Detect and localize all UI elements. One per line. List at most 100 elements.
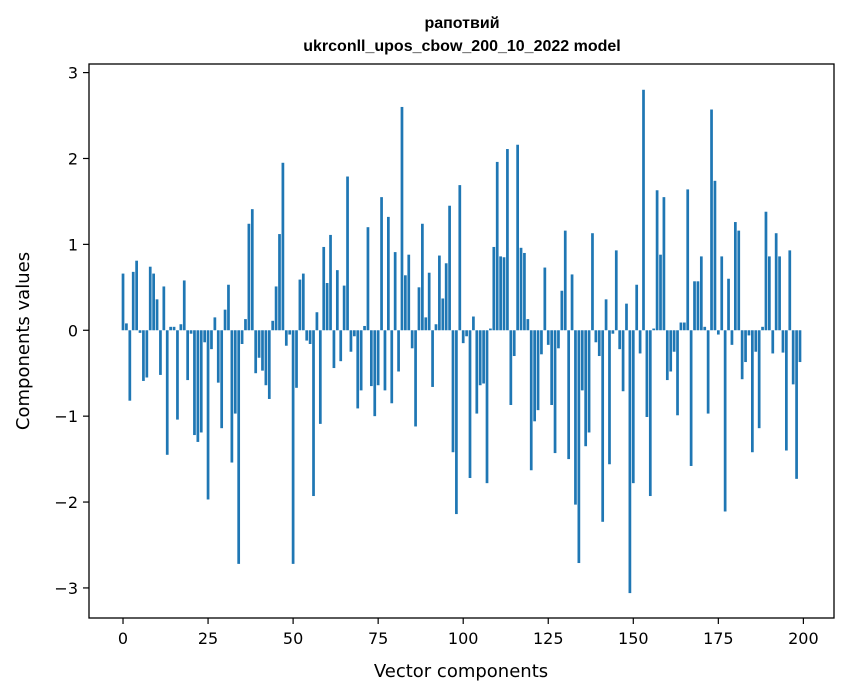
bar (523, 252, 526, 331)
bar (295, 330, 298, 388)
bar (631, 330, 635, 484)
bar (274, 286, 278, 331)
bar (642, 89, 645, 331)
bar (621, 330, 625, 392)
bar (247, 223, 251, 331)
y-tick-label: −1 (54, 407, 78, 426)
bar (594, 330, 598, 343)
bar (376, 330, 380, 386)
bar (159, 330, 162, 375)
bar (179, 324, 183, 331)
bar (461, 330, 465, 344)
bar (546, 330, 550, 345)
bar (543, 267, 547, 331)
bar (516, 144, 519, 331)
bar (142, 330, 145, 381)
bar (468, 330, 472, 478)
bar (778, 256, 781, 331)
bar (795, 330, 798, 479)
chart-subtitle: ukrconll_upos_cbow_200_10_2022 model (303, 38, 620, 55)
bar (298, 279, 302, 331)
bar (764, 211, 768, 331)
bar (359, 330, 363, 391)
bar (448, 205, 451, 331)
bar (655, 190, 659, 331)
bar (244, 319, 247, 331)
bar (189, 330, 193, 334)
x-tick-label: 175 (703, 629, 734, 648)
bar (608, 330, 611, 465)
bar (230, 330, 234, 463)
bar (686, 189, 690, 331)
bar (733, 222, 737, 331)
bar (761, 326, 764, 331)
bar (727, 278, 730, 331)
bar (723, 330, 727, 512)
bar (172, 326, 176, 331)
bar (128, 330, 132, 401)
bar (601, 330, 605, 522)
bar (744, 330, 747, 363)
bar (574, 330, 577, 505)
bar (162, 286, 166, 331)
bar (472, 316, 475, 331)
bar (737, 230, 741, 331)
x-axis-ticks: 0 25 50 75 100 125 150 175 200 (118, 618, 819, 648)
bar (220, 330, 224, 429)
bar (465, 330, 468, 337)
bar (570, 274, 574, 331)
bar (363, 325, 366, 331)
bar (495, 161, 499, 331)
bar (682, 322, 686, 331)
bar (424, 317, 428, 331)
bar (233, 330, 237, 414)
bar (305, 330, 309, 341)
bar (390, 330, 394, 404)
y-tick-label: 2 (68, 149, 78, 168)
bar (584, 330, 588, 447)
bar (597, 330, 601, 357)
bar (540, 330, 543, 355)
bar (665, 330, 669, 381)
y-axis-label: Components values (13, 252, 34, 430)
x-tick-label: 25 (198, 629, 218, 648)
bar (679, 322, 683, 331)
bar (781, 330, 785, 353)
bar (196, 330, 200, 442)
bar (339, 330, 343, 362)
bar (740, 330, 744, 380)
bar (199, 330, 203, 433)
bar (485, 330, 489, 484)
bar (662, 197, 666, 331)
bar (536, 330, 540, 411)
bar (560, 290, 564, 331)
bar (325, 283, 329, 331)
bar (482, 330, 485, 384)
bar (638, 330, 642, 354)
bar (237, 330, 241, 564)
bar (553, 330, 557, 454)
bar (165, 330, 169, 455)
bar (693, 281, 696, 331)
bar (509, 330, 513, 405)
bar (747, 330, 751, 336)
bar (346, 176, 349, 331)
bar (672, 330, 676, 352)
y-tick-label: −3 (54, 579, 78, 598)
bar (550, 330, 554, 405)
bar (152, 273, 155, 331)
bar (138, 330, 142, 333)
bar (506, 149, 509, 331)
bar (369, 330, 373, 387)
bar (730, 330, 734, 345)
bar (699, 256, 703, 331)
bar (397, 330, 400, 372)
bar (754, 330, 758, 352)
bar (587, 330, 591, 433)
bar (373, 330, 377, 417)
bar (567, 330, 571, 460)
bar (771, 330, 775, 354)
bar (478, 330, 482, 386)
bar (785, 330, 788, 451)
